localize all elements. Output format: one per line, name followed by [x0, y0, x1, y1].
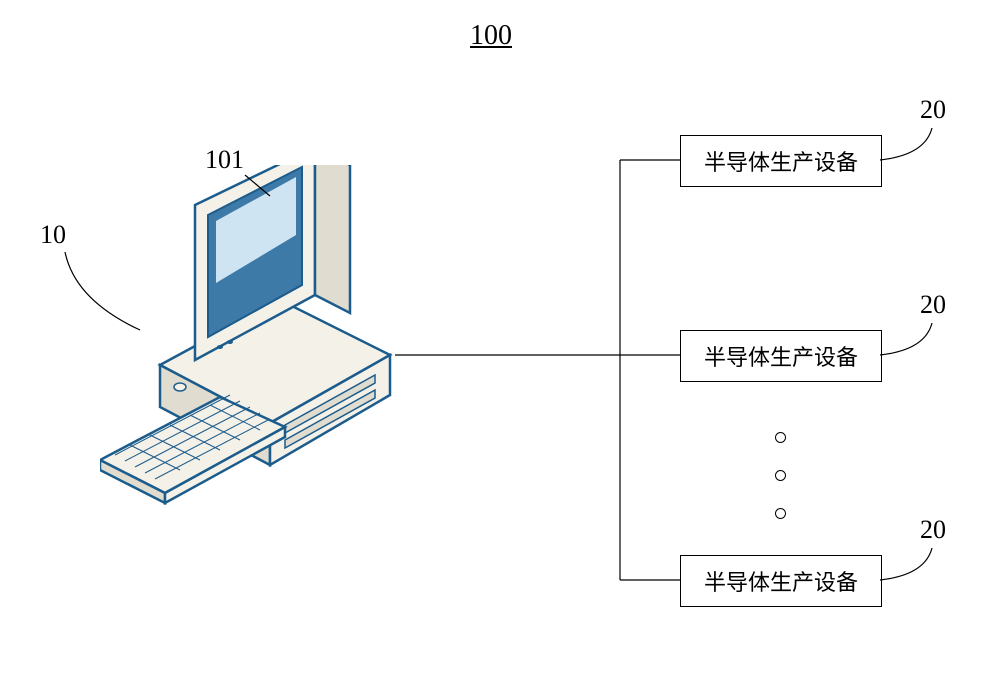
equipment-box-3: 半导体生产设备: [680, 555, 882, 607]
equipment-label: 半导体生产设备: [704, 565, 858, 597]
equipment-box-1: 半导体生产设备: [680, 135, 882, 187]
ref-label-20-1: 20: [920, 95, 946, 125]
ellipsis-dot: [775, 508, 786, 519]
diagram-canvas: 100 10 101 半导体生产设备 半导体生产设备 半导体生产设备 20 20…: [0, 0, 1000, 674]
equipment-box-2: 半导体生产设备: [680, 330, 882, 382]
computer-icon: [100, 165, 400, 505]
ellipsis-dot: [775, 470, 786, 481]
equipment-label: 半导体生产设备: [704, 145, 858, 177]
ref-label-20-3: 20: [920, 515, 946, 545]
ellipsis-dot: [775, 432, 786, 443]
ref-label-20-2: 20: [920, 290, 946, 320]
ref-label-10: 10: [40, 220, 66, 250]
equipment-label: 半导体生产设备: [704, 340, 858, 372]
figure-number: 100: [470, 20, 512, 52]
